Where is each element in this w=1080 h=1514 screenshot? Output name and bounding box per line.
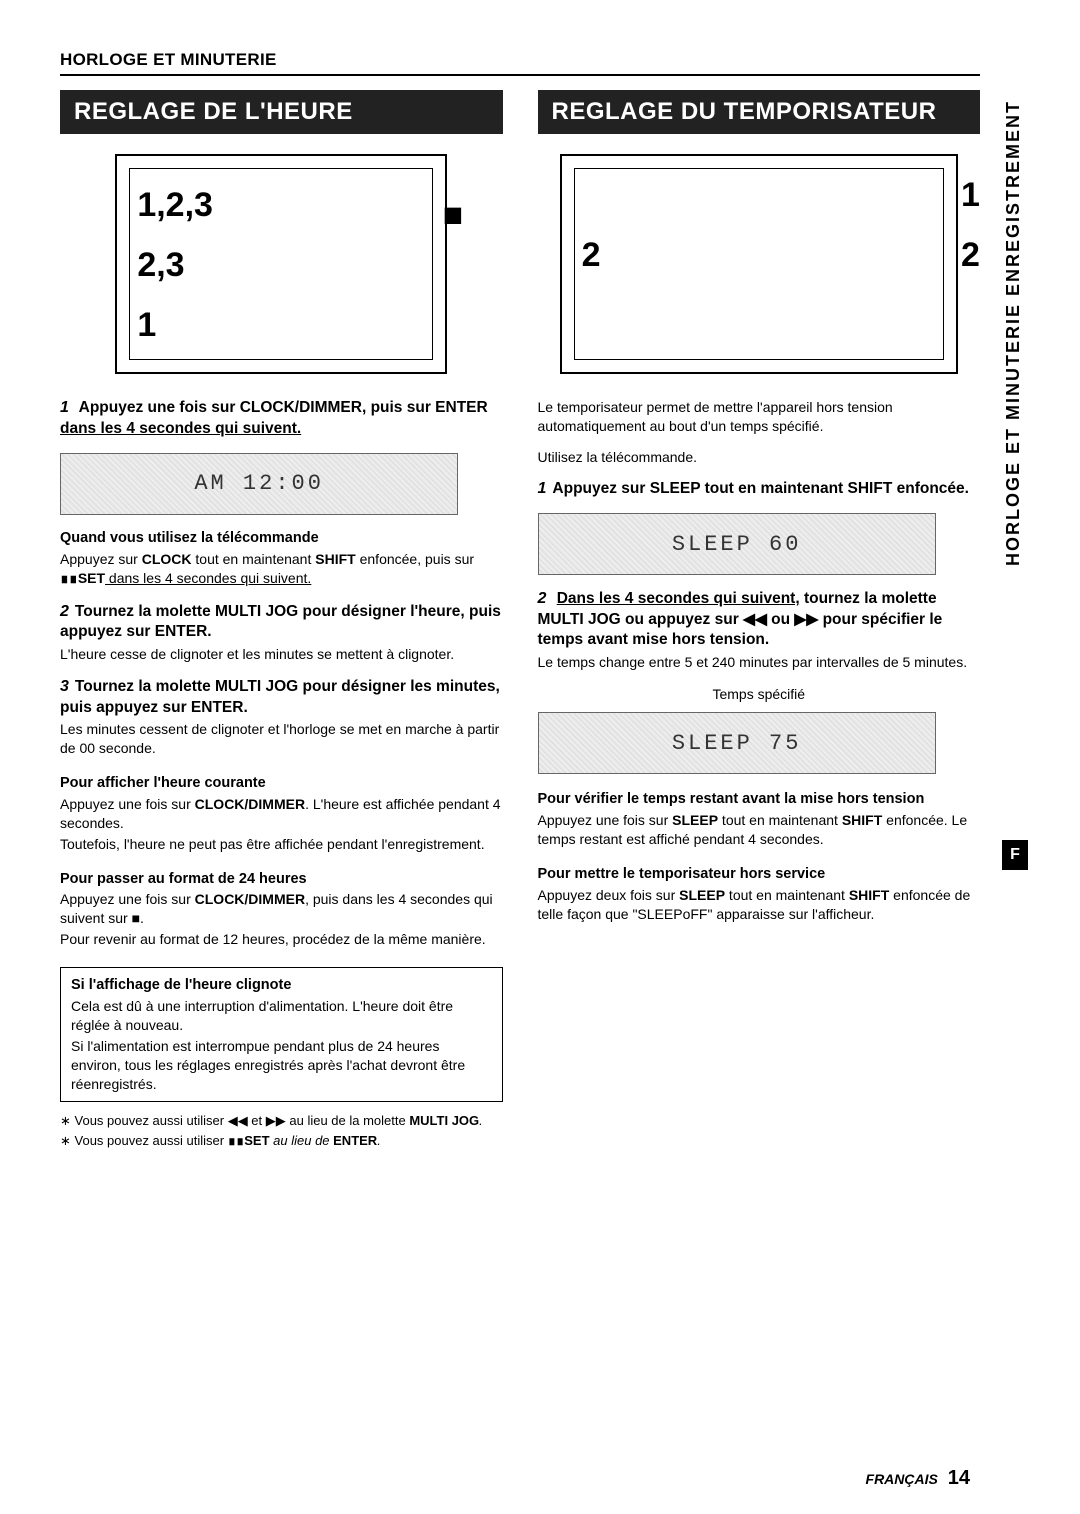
- diagram-label: 2: [961, 236, 980, 275]
- temps-label: Temps spécifié: [538, 685, 981, 704]
- off-body: Appuyez deux fois sur SLEEP tout en main…: [538, 886, 981, 924]
- diagram-label: 1,2,3: [137, 186, 213, 225]
- side-tab: HORLOGE ET MINUTERIE ENREGISTREMENT: [1003, 100, 1024, 566]
- verify-body: Appuyez une fois sur SLEEP tout en maint…: [538, 811, 981, 849]
- box-body: Si l'alimentation est interrompue pendan…: [71, 1037, 492, 1094]
- step-text-underline: Dans les 4 secondes qui suivent,: [557, 590, 800, 607]
- lcd-display: AM 12:00: [60, 453, 458, 515]
- diagram-label: 1: [137, 306, 156, 345]
- diagram-label: 2: [582, 236, 601, 275]
- page-footer: FRANÇAIS 14: [866, 1467, 970, 1490]
- page-lang: FRANÇAIS: [866, 1471, 938, 1487]
- h24-body2: Pour revenir au format de 12 heures, pro…: [60, 930, 503, 949]
- lcd-display: SLEEP 75: [538, 712, 936, 774]
- use-remote: Utilisez la télécommande.: [538, 448, 981, 467]
- step-1: 1 Appuyez une fois sur CLOCK/DIMMER, pui…: [60, 398, 503, 439]
- left-diagram: 1,2,3 2,3 1 ■: [115, 154, 447, 374]
- step-number: 1: [60, 399, 69, 416]
- step-body: Les minutes cessent de clignoter et l'ho…: [60, 720, 503, 758]
- page-number: 14: [948, 1467, 970, 1489]
- step-2: 2 Dans les 4 secondes qui suivent, tourn…: [538, 589, 981, 671]
- step-3: 3Tournez la molette MULTI JOG pour désig…: [60, 677, 503, 758]
- step-number: 3: [60, 678, 69, 695]
- verify-head: Pour vérifier le temps restant avant la …: [538, 790, 981, 809]
- step-text: Tournez la molette MULTI JOG pour désign…: [60, 603, 501, 641]
- right-title: REGLAGE DU TEMPORISATEUR: [538, 90, 981, 134]
- lcd-display: SLEEP 60: [538, 513, 936, 575]
- step-body: L'heure cesse de clignoter et les minute…: [60, 645, 503, 664]
- show-time-head: Pour afficher l'heure courante: [60, 774, 503, 793]
- remote-head: Quand vous utilisez la télécommande: [60, 529, 503, 548]
- side-letter-badge: F: [1002, 840, 1028, 870]
- intro-text: Le temporisateur permet de mettre l'appa…: [538, 398, 981, 436]
- off-head: Pour mettre le temporisateur hors servic…: [538, 865, 981, 884]
- show-time-body: Appuyez une fois sur CLOCK/DIMMER. L'heu…: [60, 795, 503, 833]
- show-time-body2: Toutefois, l'heure ne peut pas être affi…: [60, 835, 503, 854]
- footnote: ∗ Vous pouvez aussi utiliser ◀◀ et ▶▶ au…: [60, 1112, 503, 1130]
- step-number: 1: [538, 480, 547, 497]
- diagram-label: 1: [961, 176, 980, 215]
- footnote: ∗ Vous pouvez aussi utiliser ∎∎SET au li…: [60, 1132, 503, 1150]
- box-head: Si l'affichage de l'heure clignote: [71, 976, 492, 995]
- section-header: HORLOGE ET MINUTERIE: [60, 50, 980, 76]
- h24-head: Pour passer au format de 24 heures: [60, 870, 503, 889]
- step-number: 2: [60, 603, 69, 620]
- step-1: 1 Appuyez sur SLEEP tout en maintenant SH…: [538, 479, 981, 500]
- two-columns: REGLAGE DE L'HEURE 1,2,3 2,3 1 ■ 1 Appuy…: [60, 90, 980, 1150]
- diagram-label: ■: [443, 196, 464, 235]
- diagram-label: 2,3: [137, 246, 184, 285]
- left-column: REGLAGE DE L'HEURE 1,2,3 2,3 1 ■ 1 Appuy…: [60, 90, 503, 1150]
- h24-body: Appuyez une fois sur CLOCK/DIMMER, puis …: [60, 890, 503, 928]
- step-number: 2: [538, 590, 547, 607]
- right-diagram: 2 1 2: [560, 154, 958, 374]
- step-text-underline: dans les 4 secondes qui suivent.: [60, 420, 301, 437]
- step-text: Tournez la molette MULTI JOG pour désign…: [60, 678, 500, 716]
- step-text: Appuyez une fois sur CLOCK/DIMMER, puis …: [79, 399, 488, 416]
- left-title: REGLAGE DE L'HEURE: [60, 90, 503, 134]
- box-body: Cela est dû à une interruption d'aliment…: [71, 997, 492, 1035]
- step-body: Le temps change entre 5 et 240 minutes p…: [538, 653, 981, 672]
- right-column: REGLAGE DU TEMPORISATEUR 2 1 2 Le tempor…: [538, 90, 981, 1150]
- remote-body: Appuyez sur CLOCK tout en maintenant SHI…: [60, 550, 503, 588]
- warning-box: Si l'affichage de l'heure clignote Cela …: [60, 967, 503, 1102]
- step-text: Appuyez sur SLEEP tout en maintenant SHI…: [552, 480, 969, 497]
- step-2: 2Tournez la molette MULTI JOG pour désig…: [60, 602, 503, 664]
